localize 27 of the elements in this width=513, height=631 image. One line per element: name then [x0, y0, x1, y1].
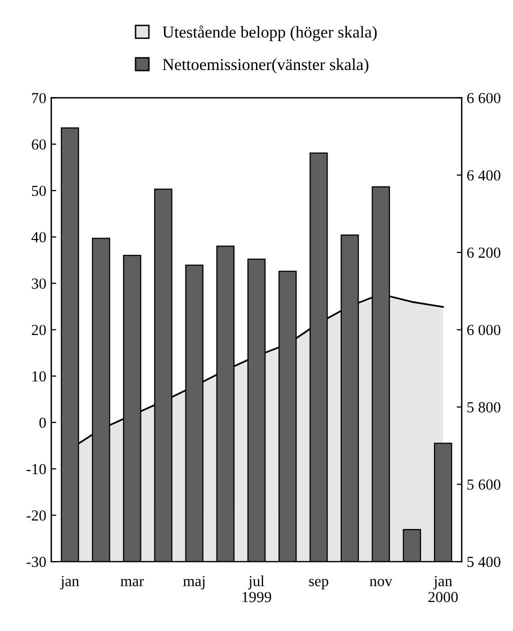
y-tick-label: 30	[32, 278, 46, 289]
x-tick-label: mar	[120, 578, 144, 586]
y-tick-label: -30	[26, 556, 46, 568]
y-tick-label: 0	[39, 418, 46, 428]
y2-tick-label: 6 000	[467, 324, 500, 336]
y-tick-label: 40	[31, 232, 46, 242]
y2-tick-label: 5 400	[467, 556, 500, 568]
y-tick-label: 10	[32, 371, 46, 382]
x-tick-label: sep	[309, 578, 328, 590]
y2-tick-label: 5 600	[467, 479, 500, 490]
x-tick-label: jan	[60, 576, 80, 590]
y2-tick-label: 6 200	[467, 248, 500, 258]
y-tick-label: -20	[26, 510, 46, 521]
y-tick-label: 60	[32, 139, 46, 150]
y-tick-label: -10	[26, 464, 46, 474]
x-tick-label: maj	[183, 576, 204, 590]
x-tick-label: nov	[370, 578, 392, 586]
x-tick-label: jul 1999	[242, 575, 272, 602]
y-tick-label: 50	[32, 186, 46, 196]
y2-tick-label: 6 400	[467, 170, 500, 181]
x-tick-label: jan 2000	[428, 576, 458, 602]
y-tick-label: 20	[32, 324, 46, 336]
y-tick-label: 70	[32, 92, 46, 104]
legend-label: Utestående belopp (höger skala)	[162, 25, 377, 42]
legend-label: Nettoemissioner(vänster skala)	[162, 58, 368, 74]
y2-tick-label: 6 600	[467, 92, 500, 104]
y2-tick-label: 5 800	[467, 402, 500, 412]
